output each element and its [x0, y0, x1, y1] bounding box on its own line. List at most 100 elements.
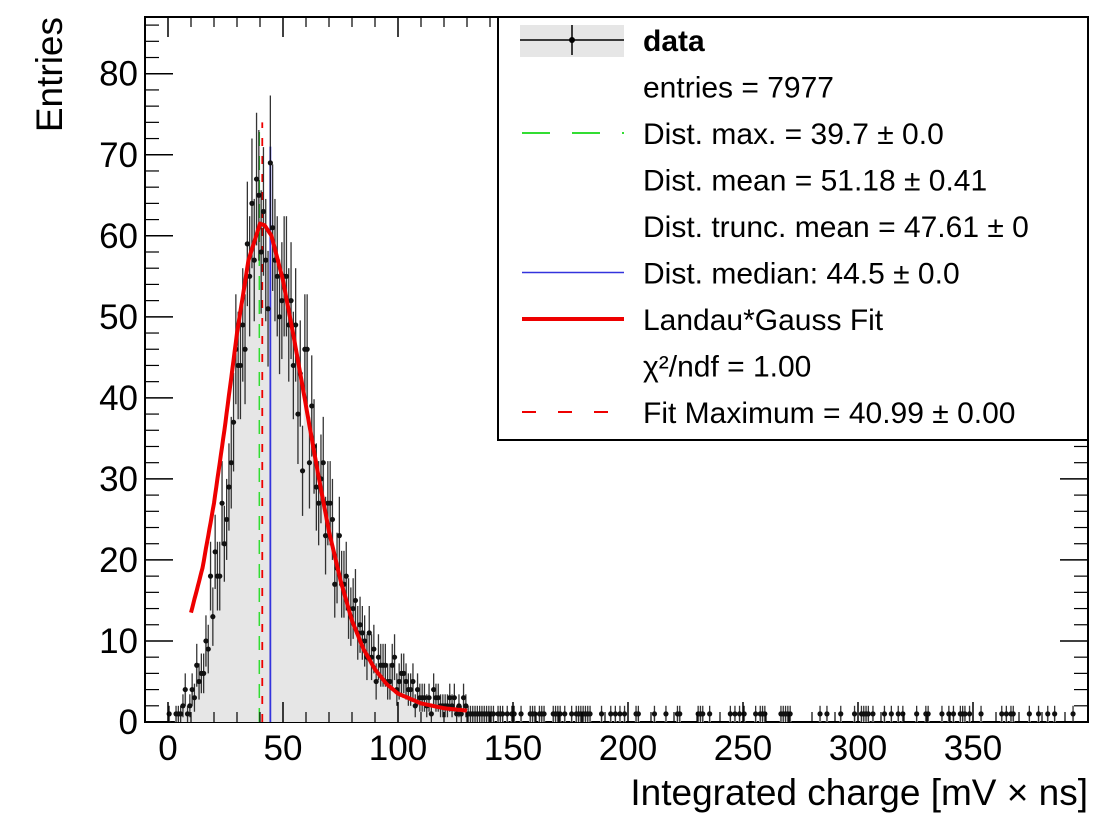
data-marker: [900, 711, 906, 717]
data-marker: [316, 500, 322, 506]
legend-label: data: [643, 25, 705, 58]
data-marker: [1045, 711, 1051, 717]
data-marker: [870, 711, 876, 717]
data-marker: [1052, 711, 1058, 717]
data-point: [299, 425, 306, 516]
data-marker: [978, 711, 984, 717]
data-point: [228, 416, 234, 509]
data-marker: [205, 646, 211, 652]
legend: data entries = 7977 Dist. max. = 39.7 ± 0.…: [497, 16, 1089, 441]
data-marker: [276, 314, 283, 320]
data-point: [460, 683, 467, 712]
data-point: [242, 294, 248, 405]
data-marker: [373, 678, 379, 685]
data-point: [263, 198, 269, 322]
data-marker: [851, 711, 858, 717]
legend-entry: entries = 7977: [643, 72, 834, 105]
data-point: [700, 705, 706, 722]
data-point: [251, 198, 257, 322]
fit-line: [189, 221, 468, 713]
data-point: [939, 705, 945, 722]
data-point: [295, 364, 301, 465]
data-marker: [244, 241, 250, 247]
data-point: [226, 443, 232, 531]
data-marker: [258, 249, 264, 255]
data-marker: [541, 711, 547, 717]
data-point: [663, 705, 669, 722]
data-marker: [490, 711, 497, 717]
data-point: [851, 705, 858, 722]
data-point: [587, 705, 593, 722]
data-point: [191, 683, 198, 712]
data-point: [180, 694, 186, 718]
data-marker: [865, 711, 871, 717]
legend-label: entries = 7977: [643, 72, 834, 105]
data-marker: [1070, 711, 1076, 717]
data-point: [888, 705, 894, 722]
data-point: [1010, 705, 1016, 722]
data-point: [817, 705, 823, 722]
data-point: [276, 259, 283, 375]
legend-entry: Fit Maximum = 40.99 ± 0.00: [522, 397, 1015, 430]
data-marker: [939, 711, 945, 717]
legend-label: Dist. median: 44.5 ± 0.0: [643, 258, 960, 291]
legend-label: χ²/ndf = 1.00: [643, 351, 811, 384]
data-marker: [962, 711, 968, 717]
data-marker: [219, 500, 225, 506]
data-point: [1026, 705, 1032, 722]
data-marker: [295, 411, 301, 417]
data-point: [500, 705, 506, 722]
data-marker: [230, 419, 237, 425]
data-marker: [201, 670, 207, 676]
data-marker: [817, 711, 823, 717]
data-marker: [707, 711, 713, 717]
data-marker: [387, 678, 393, 685]
data-marker: [431, 686, 437, 693]
data-point: [410, 663, 416, 700]
y-tick-label: 60: [99, 217, 138, 256]
data-marker: [504, 711, 510, 717]
data-point: [267, 95, 273, 231]
data-point: [366, 605, 372, 660]
data-marker: [447, 695, 453, 701]
data-marker: [1026, 711, 1032, 717]
data-marker: [194, 662, 200, 668]
data-point: [914, 705, 920, 722]
data-marker: [299, 468, 306, 474]
data-point: [707, 705, 713, 722]
data-point: [205, 624, 211, 674]
legend-label: Dist. mean = 51.18 ± 0.41: [643, 165, 987, 198]
data-marker: [217, 573, 223, 579]
data-point: [182, 673, 188, 706]
data-marker: [700, 711, 706, 717]
data-point: [304, 294, 310, 405]
y-tick-label: 20: [99, 541, 138, 580]
legend-label: Landau*Gauss Fit: [643, 304, 884, 337]
data-point: [950, 705, 957, 722]
data-marker: [226, 484, 232, 490]
data-point: [881, 705, 888, 722]
y-tick-label: 80: [99, 55, 138, 94]
data-point: [428, 705, 434, 722]
data-marker: [293, 322, 299, 328]
data-point: [391, 634, 398, 681]
data-marker: [359, 630, 365, 636]
data-marker: [352, 597, 359, 604]
data-marker: [267, 160, 273, 166]
x-tick-label: 0: [158, 729, 177, 768]
data-point: [518, 705, 524, 722]
data-point: [824, 705, 830, 722]
data-point: [387, 663, 393, 700]
data-marker: [621, 711, 628, 717]
data-marker: [608, 711, 614, 717]
data-marker: [210, 614, 216, 620]
legend-entry: Dist. median: 44.5 ± 0.0: [522, 258, 960, 291]
data-marker: [240, 322, 246, 328]
data-marker: [651, 711, 658, 717]
data-marker: [343, 573, 349, 579]
data-point: [412, 694, 418, 718]
data-marker: [435, 695, 441, 701]
x-tick-label: 150: [484, 729, 542, 768]
axes: 0 50 100 150 200 250 300 350 0 10 20 30 40 50 60 70 80: [99, 17, 1088, 768]
